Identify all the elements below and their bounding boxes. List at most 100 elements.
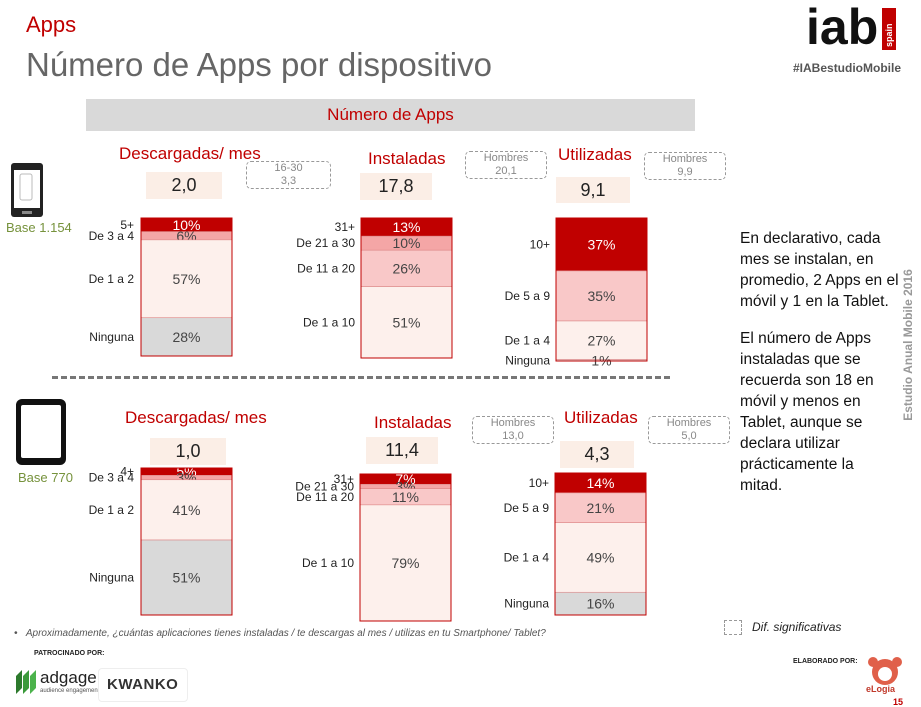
sponsor-label: PATROCINADO POR: bbox=[34, 650, 105, 657]
category-label: De 1 a 10 bbox=[302, 556, 354, 570]
data-label: 7% bbox=[395, 471, 415, 487]
hashtag: #IABestudioMobile bbox=[793, 61, 902, 75]
category-label: De 5 a 9 bbox=[504, 501, 550, 515]
category-label: De 5 a 9 bbox=[505, 289, 551, 303]
avg-used-smartphone: 9,1 bbox=[556, 177, 630, 203]
data-label: 27% bbox=[587, 332, 615, 348]
data-label: 10% bbox=[172, 217, 200, 233]
category-label: Ninguna bbox=[505, 353, 550, 367]
header-band: Número de Apps bbox=[86, 99, 695, 131]
elogia-logo bbox=[868, 657, 902, 685]
bar-outline bbox=[360, 217, 453, 359]
category-label: Ninguna bbox=[89, 330, 134, 344]
logo-subtext: spain bbox=[884, 23, 894, 47]
side-commentary: En declarativo, cada mes se instalan, en… bbox=[740, 228, 900, 512]
panel-title-installed-tablet: Instaladas bbox=[374, 413, 452, 432]
category-label: 31+ bbox=[335, 220, 355, 234]
bar-outline bbox=[359, 473, 452, 622]
data-label: 1% bbox=[591, 352, 611, 368]
chart-3: 5%4+ 3%De 3 a 441%De 1 a 251%Ninguna bbox=[89, 464, 233, 616]
bar-segment bbox=[360, 249, 453, 287]
chart-1: 13% 31+ 10% De 21 a 30 26% De 11 a 20 51% De 1 … bbox=[296, 217, 453, 359]
bar-segment bbox=[359, 504, 452, 622]
panel-title-installed-smartphone: Instaladas bbox=[368, 149, 446, 168]
producer-label: ELABORADO POR: bbox=[793, 658, 858, 665]
avg-downloaded-tablet: 1,0 bbox=[150, 438, 226, 465]
data-label: 21% bbox=[586, 500, 614, 516]
section-label: Apps bbox=[26, 12, 77, 37]
category-label: De 1 a 10 bbox=[303, 315, 355, 329]
category-label: De 3 a 4 bbox=[89, 229, 135, 243]
note-downloaded-smartphone: 16-30 3,3 bbox=[246, 161, 331, 189]
data-label: 51% bbox=[172, 570, 200, 586]
avg-installed-tablet: 11,4 bbox=[366, 437, 438, 464]
bar-segment bbox=[554, 522, 647, 593]
panel-title-downloaded-smartphone: Descargadas/ mes bbox=[119, 144, 261, 163]
footnote: • Aproximadamente, ¿cuántas aplicaciones… bbox=[14, 628, 546, 639]
note-installed-tablet: Hombres 13,0 bbox=[472, 416, 554, 444]
page-number: 15 bbox=[893, 697, 904, 707]
bar-outline bbox=[554, 472, 647, 616]
chart-0: 10%5+6%De 3 a 457%De 1 a 228%Ninguna bbox=[89, 217, 233, 357]
data-label: 10% bbox=[392, 235, 420, 251]
bar-segment bbox=[554, 492, 647, 524]
category-label: De 1 a 4 bbox=[504, 550, 550, 564]
legend-label: Dif. significativas bbox=[752, 620, 842, 634]
avg-used-tablet: 4,3 bbox=[560, 441, 634, 468]
category-label: 10+ bbox=[529, 476, 549, 490]
bar-outline bbox=[555, 217, 648, 362]
data-label: 37% bbox=[587, 236, 615, 252]
vertical-caption: Estudio Anual Mobile 2016 bbox=[901, 269, 915, 421]
category-label: 31+ bbox=[334, 472, 354, 486]
kwanko-logo: KWANKO bbox=[98, 668, 188, 702]
data-label: 28% bbox=[172, 329, 200, 345]
chart-5: 14% 10+ 21% De 5 a 9 49% De 1 a 4 16% Ninguna bbox=[504, 472, 647, 616]
category-label: Ninguna bbox=[504, 597, 549, 611]
category-label: De 3 a 4 bbox=[89, 471, 135, 485]
category-label: 5+ bbox=[120, 218, 134, 232]
tablet-base-label: Base 770 bbox=[18, 470, 73, 485]
avg-downloaded-smartphone: 2,0 bbox=[146, 172, 222, 199]
kwanko-text: KWANKO bbox=[107, 676, 179, 693]
note-installed-smartphone: Hombres 20,1 bbox=[465, 151, 547, 179]
adgage-text: adgage bbox=[40, 668, 97, 687]
category-label: De 11 a 20 bbox=[296, 490, 354, 504]
data-label: 79% bbox=[391, 555, 419, 571]
bar-segment bbox=[555, 320, 648, 360]
bar-segment bbox=[140, 539, 233, 616]
category-label: De 1 a 2 bbox=[89, 503, 135, 517]
data-label: 57% bbox=[172, 271, 200, 287]
page-title: Número de Apps por dispositivo bbox=[26, 46, 492, 83]
data-label: 49% bbox=[586, 549, 614, 565]
data-label: 51% bbox=[392, 314, 420, 330]
tablet-icon bbox=[16, 399, 66, 465]
adgage-icon bbox=[16, 670, 36, 694]
note-used-tablet: Hombres 5,0 bbox=[648, 416, 730, 444]
panel-title-downloaded-tablet: Descargadas/ mes bbox=[125, 408, 267, 427]
category-label: 10+ bbox=[530, 237, 550, 251]
bar-segment bbox=[140, 239, 233, 319]
data-label: 16% bbox=[586, 596, 614, 612]
iab-logo: iab spain bbox=[806, 2, 896, 55]
bar-segment bbox=[555, 270, 648, 322]
panel-title-used-smartphone: Utilizadas bbox=[558, 145, 632, 164]
category-label: De 21 a 30 bbox=[295, 479, 354, 493]
category-label: 4+ bbox=[120, 465, 134, 479]
category-label: Ninguna bbox=[89, 571, 134, 585]
smartphone-base-label: Base 1.154 bbox=[6, 220, 72, 235]
data-label: 35% bbox=[587, 288, 615, 304]
side-paragraph-2: El número de Apps instaladas que se recu… bbox=[740, 330, 874, 494]
note-used-smartphone: Hombres 9,9 bbox=[644, 152, 726, 180]
category-label: De 11 a 20 bbox=[297, 261, 355, 275]
legend-dashed-box bbox=[724, 620, 742, 635]
chart-2: 37% 10+ 35% De 5 a 9 27% De 1 a 4 1% Ninguna bbox=[505, 217, 648, 368]
side-paragraph-1: En declarativo, cada mes se instalan, en… bbox=[740, 230, 899, 310]
data-label: 13% bbox=[392, 219, 420, 235]
category-label: De 1 a 2 bbox=[89, 272, 135, 286]
category-label: De 21 a 30 bbox=[296, 236, 355, 250]
bar-outline bbox=[140, 467, 233, 616]
adgage-logo: adgage audience engagement bbox=[16, 666, 99, 698]
elogia-text: eLogia bbox=[866, 684, 896, 694]
category-label: De 1 a 4 bbox=[505, 333, 551, 347]
